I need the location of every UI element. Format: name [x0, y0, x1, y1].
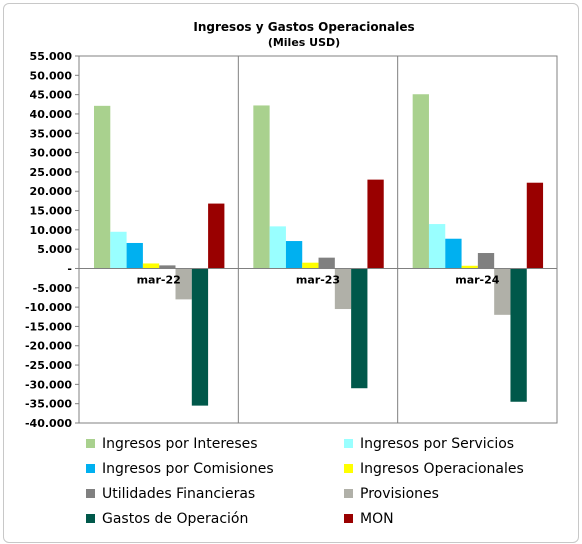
bar: [318, 257, 335, 269]
bar: [110, 231, 127, 269]
bar: [445, 238, 462, 269]
y-tick-label: 50.000: [30, 69, 73, 82]
bar: [334, 268, 352, 310]
y-tick-label: 5.000: [37, 243, 72, 256]
bar: [269, 226, 286, 269]
bar: [285, 241, 303, 269]
bar: [412, 94, 429, 269]
chart-subtitle: (Miles USD): [268, 36, 340, 49]
bar: [351, 268, 368, 389]
bar: [191, 268, 209, 406]
bar: [477, 253, 495, 269]
legend-label: Ingresos por Comisiones: [102, 461, 274, 477]
y-tick-label: 10.000: [30, 224, 73, 237]
legend: Ingresos por Intereses Ingresos por Servi…: [86, 436, 524, 527]
legend-swatch: [86, 514, 95, 523]
bar: [302, 262, 319, 269]
y-tick-label: -25.000: [25, 359, 72, 372]
bar: [208, 203, 225, 269]
legend-swatch: [86, 439, 95, 448]
y-tick-label: -20.000: [25, 340, 72, 353]
y-tick-label: 15.000: [30, 205, 73, 218]
legend-label: Ingresos Operacionales: [360, 461, 524, 477]
legend-label: MON: [360, 511, 394, 527]
y-tick-label: 30.000: [30, 147, 73, 160]
legend-swatch: [344, 514, 353, 523]
bar: [526, 182, 544, 269]
chart-frame: Ingresos y Gastos Operacionales (Miles U…: [3, 3, 579, 543]
y-tick-label: 35.000: [30, 127, 73, 140]
y-tick-label: 25.000: [30, 166, 73, 179]
legend-label: Ingresos por Intereses: [102, 436, 258, 452]
plot-border: [78, 55, 558, 424]
y-tick-label: -15.000: [25, 320, 72, 333]
legend-label: Provisiones: [360, 486, 439, 502]
y-tick-label: 55.000: [30, 50, 73, 63]
category-label: mar-23: [296, 273, 340, 286]
legend-label: Utilidades Financieras: [102, 486, 255, 502]
legend-label: Gastos de Operación: [102, 511, 248, 527]
legend-swatch: [86, 464, 95, 473]
bar: [510, 268, 527, 402]
y-tick-label: 45.000: [30, 89, 73, 102]
y-tick-label: -: [67, 262, 72, 275]
y-tick-label: -40.000: [25, 417, 72, 430]
bar: [126, 242, 143, 269]
bar: [142, 263, 160, 269]
bar: [253, 105, 270, 269]
y-tick-label: -10.000: [25, 301, 72, 314]
legend-swatch: [344, 489, 353, 498]
chart-svg: Ingresos y Gastos Operacionales (Miles U…: [25, 20, 558, 527]
legend-label: Ingresos por Servicios: [360, 436, 514, 452]
legend-swatch: [86, 489, 95, 498]
plot-area: 55.000 50.000 45.000 40.000 35.000 30.000 25.0…: [25, 50, 558, 430]
y-tick-label: -5.000: [33, 282, 73, 295]
bar: [159, 265, 176, 269]
bar: [175, 268, 192, 300]
bar: [94, 105, 111, 269]
y-tick-label: -30.000: [25, 378, 72, 391]
bar: [494, 268, 511, 315]
bar: [428, 224, 446, 269]
y-tick-label: 20.000: [30, 185, 73, 198]
chart-title: Ingresos y Gastos Operacionales: [193, 20, 414, 34]
legend-swatch: [344, 439, 353, 448]
bar: [367, 179, 384, 269]
category-label: mar-22: [137, 273, 181, 286]
y-tick-label: 40.000: [30, 108, 73, 121]
y-tick-label: -35.000: [25, 398, 72, 411]
legend-swatch: [344, 464, 353, 473]
category-label: mar-24: [455, 273, 500, 286]
bar: [461, 265, 478, 269]
